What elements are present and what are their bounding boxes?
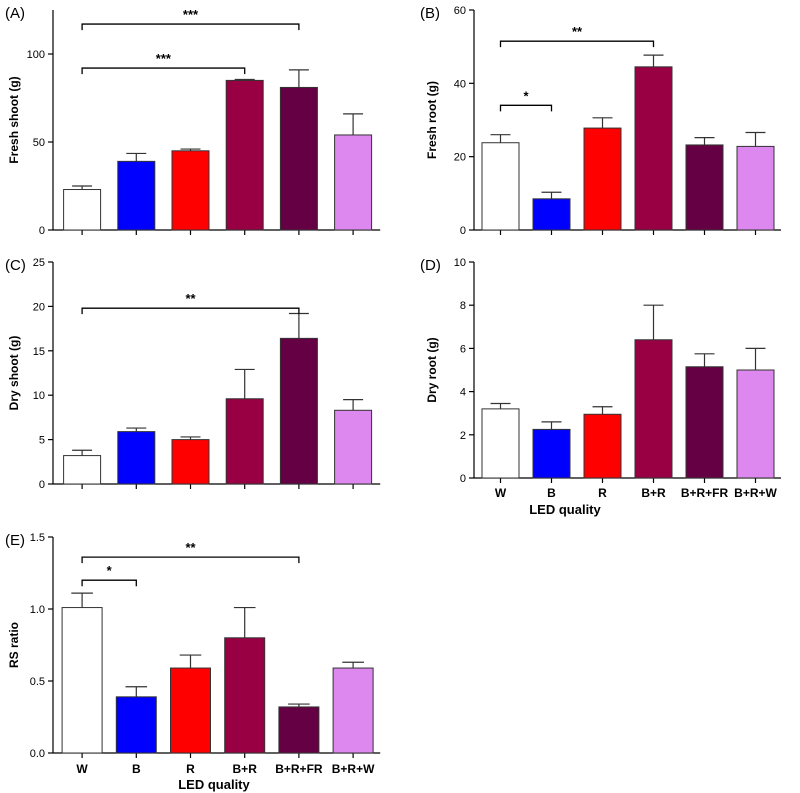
y-axis-label: Fresh root (g) bbox=[425, 81, 439, 159]
significance-bracket bbox=[499, 40, 655, 48]
bar-b bbox=[117, 431, 156, 485]
y-tick-label: 0 bbox=[460, 473, 466, 485]
bar-b-plus-r-plus-w bbox=[332, 667, 374, 754]
category-label: W bbox=[76, 762, 88, 776]
y-tick-label: 1.5 bbox=[30, 532, 45, 544]
y-tick-label: 6 bbox=[460, 343, 466, 355]
y-axis-label: Fresh shoot (g) bbox=[7, 76, 21, 163]
panel-d: (D) 0 2 4 6 8 10 Dry root (g) W B R B+R B+R+FR B+R+W L… bbox=[420, 257, 781, 517]
y-tick-label: 5 bbox=[39, 435, 45, 447]
panel-a: (A) 0 50 100 Fresh shoot (g) *** *** bbox=[5, 5, 381, 237]
significance-bracket bbox=[81, 67, 246, 75]
bar-r bbox=[170, 667, 211, 754]
y-tick-label: 0 bbox=[460, 225, 466, 237]
bar-w bbox=[61, 607, 103, 754]
bar-w bbox=[63, 189, 102, 231]
category-label: B+R bbox=[233, 762, 258, 776]
bar-b bbox=[532, 428, 571, 479]
bar-b-plus-r-plus-fr bbox=[279, 337, 318, 485]
bar-b-plus-r-plus-fr bbox=[279, 86, 318, 231]
significance-bracket bbox=[81, 579, 137, 587]
y-tick-label: 100 bbox=[27, 49, 45, 61]
y-tick-label: 1.0 bbox=[30, 604, 45, 616]
significance-label: ** bbox=[185, 291, 196, 306]
panel-label: (C) bbox=[5, 257, 26, 274]
y-tick-label: 50 bbox=[33, 137, 45, 149]
panel-label: (B) bbox=[420, 5, 440, 22]
significance-bracket bbox=[81, 556, 300, 564]
bar-r bbox=[583, 413, 622, 479]
bar-b-plus-r-plus-w bbox=[736, 145, 775, 231]
panel-e: (E)0.00.51.01.5RS ratio***W B R B+R B+R+FR B+… bbox=[5, 532, 381, 792]
category-label: R bbox=[186, 762, 195, 776]
bar-b-plus-r-plus-fr bbox=[278, 706, 320, 754]
y-tick-label: 8 bbox=[460, 300, 466, 312]
significance-label: *** bbox=[183, 7, 199, 22]
bar-b bbox=[117, 160, 156, 231]
category-label: B bbox=[547, 486, 556, 500]
y-tick-label: 0.5 bbox=[30, 676, 45, 688]
category-label: B+R+FR bbox=[681, 486, 729, 500]
y-tick-label: 25 bbox=[33, 257, 45, 269]
bar-b-plus-r-plus-fr bbox=[685, 144, 724, 231]
bar-b-plus-r-plus-w bbox=[334, 134, 373, 231]
bar-r bbox=[171, 150, 210, 231]
bar-r bbox=[171, 439, 210, 485]
bar-b-plus-r bbox=[224, 637, 266, 754]
bar-b-plus-r bbox=[225, 79, 264, 231]
bar-w bbox=[481, 408, 520, 479]
bar-w bbox=[481, 142, 520, 231]
y-tick-label: 0 bbox=[39, 225, 45, 237]
significance-label: * bbox=[107, 563, 113, 578]
significance-bracket bbox=[499, 104, 553, 112]
y-tick-label: 15 bbox=[33, 346, 45, 358]
category-label: B+R bbox=[641, 486, 666, 500]
y-tick-label: 2 bbox=[460, 430, 466, 442]
y-tick-label: 20 bbox=[33, 301, 45, 313]
significance-label: ** bbox=[185, 540, 196, 555]
y-tick-label: 60 bbox=[454, 5, 466, 17]
significance-label: * bbox=[523, 88, 529, 103]
category-label: W bbox=[495, 486, 507, 500]
panel-label: (E) bbox=[5, 532, 25, 549]
y-tick-label: 20 bbox=[454, 152, 466, 164]
significance-label: ** bbox=[572, 24, 583, 39]
category-label: B+R+FR bbox=[275, 762, 323, 776]
y-tick-label: 40 bbox=[454, 78, 466, 90]
bar-b-plus-r bbox=[634, 339, 673, 479]
y-tick-label: 0.0 bbox=[30, 748, 45, 760]
panel-c: (C) 0 5 10 15 20 25 Dry shoot (g) ** bbox=[5, 257, 381, 491]
panel-label: (A) bbox=[5, 5, 25, 22]
bar-b-plus-r bbox=[225, 398, 264, 485]
category-label: B bbox=[132, 762, 141, 776]
y-axis-label: RS ratio bbox=[7, 622, 21, 668]
bar-b-plus-r-plus-w bbox=[736, 369, 775, 479]
x-axis-label: LED quality bbox=[529, 502, 601, 517]
y-tick-label: 10 bbox=[454, 257, 466, 269]
significance-bracket bbox=[81, 23, 300, 31]
x-axis-label: LED quality bbox=[178, 777, 250, 792]
y-axis-label: Dry shoot (g) bbox=[7, 336, 21, 411]
bar-b bbox=[532, 198, 571, 231]
significance-label: *** bbox=[156, 51, 172, 66]
bar-r bbox=[583, 127, 622, 231]
significance-bracket bbox=[81, 307, 300, 315]
bar-b-plus-r-plus-fr bbox=[685, 366, 724, 479]
y-tick-label: 0 bbox=[39, 479, 45, 491]
category-label: B+R+W bbox=[734, 486, 777, 500]
y-tick-label: 10 bbox=[33, 390, 45, 402]
bar-w bbox=[63, 455, 102, 485]
panel-label: (D) bbox=[420, 257, 441, 274]
bar-b-plus-r-plus-w bbox=[334, 409, 373, 485]
y-axis-label: Dry root (g) bbox=[425, 337, 439, 402]
bar-b-plus-r bbox=[634, 66, 673, 231]
category-label: R bbox=[598, 486, 607, 500]
bar-b bbox=[115, 696, 157, 754]
category-label: B+R+W bbox=[332, 762, 375, 776]
y-tick-label: 4 bbox=[460, 387, 466, 399]
